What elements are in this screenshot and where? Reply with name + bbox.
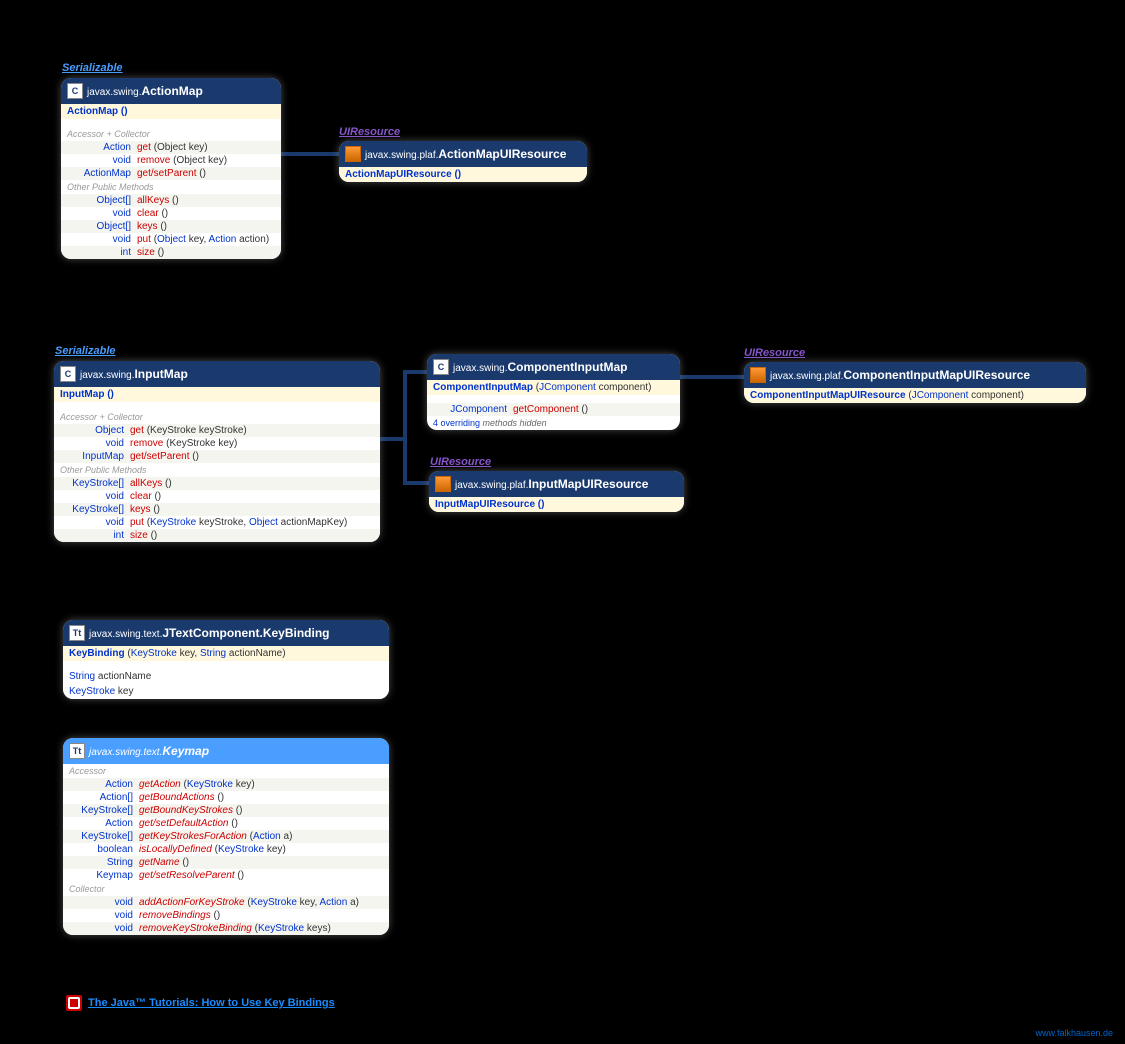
- class-inputmap-ui: javax.swing.plaf.InputMapUIResource Inpu…: [429, 471, 684, 512]
- pkg: javax.swing.plaf.: [770, 371, 843, 382]
- method: Objectget (KeyStroke keyStroke): [54, 424, 380, 437]
- class-name: ActionMap: [141, 84, 202, 98]
- method: voidremove (KeyStroke key): [54, 437, 380, 450]
- method: booleanisLocallyDefined (KeyStroke key): [63, 843, 389, 856]
- method: voidclear (): [54, 490, 380, 503]
- method: KeyStroke[]getBoundKeyStrokes (): [63, 804, 389, 817]
- method: ActionMapget/setParent (): [61, 167, 281, 180]
- edge-compui: [680, 375, 744, 379]
- section: Collector: [63, 882, 389, 896]
- header: C javax.swing.ActionMap: [61, 78, 281, 104]
- footer-credit: www.falkhausen.de: [1035, 1028, 1113, 1038]
- method: voidput (Object key, Action action): [61, 233, 281, 246]
- section: Accessor: [63, 764, 389, 778]
- serializable-label-1: Serializable: [62, 62, 123, 74]
- class-icon: C: [60, 366, 76, 382]
- pkg: javax.swing.text.: [89, 629, 162, 640]
- class-icon: C: [433, 359, 449, 375]
- field: String actionName: [63, 669, 389, 684]
- header: javax.swing.plaf.ActionMapUIResource: [339, 141, 587, 167]
- oracle-icon: [66, 995, 82, 1011]
- class-name: InputMapUIResource: [528, 477, 648, 491]
- method: Action[]getBoundActions (): [63, 791, 389, 804]
- method: Actionget (Object key): [61, 141, 281, 154]
- header: Tt javax.swing.text.JTextComponent.KeyBi…: [63, 620, 389, 646]
- class-keymap: Tt javax.swing.text.Keymap Accessor Acti…: [63, 738, 389, 935]
- pkg: javax.swing.text.: [89, 747, 162, 758]
- method: voidclear (): [61, 207, 281, 220]
- uiresource-label-1: UIResource: [339, 126, 400, 138]
- method: ActiongetAction (KeyStroke key): [63, 778, 389, 791]
- edge-comp-h: [407, 370, 427, 374]
- constructor: InputMap (): [54, 387, 380, 402]
- tutorial-link[interactable]: The Java™ Tutorials: How to Use Key Bind…: [66, 995, 335, 1011]
- class-actionmap-ui: javax.swing.plaf.ActionMapUIResource Act…: [339, 141, 587, 182]
- class-name: JTextComponent.KeyBinding: [162, 626, 329, 640]
- edge-inputmap-v: [403, 370, 407, 485]
- method: voidaddActionForKeyStroke (KeyStroke key…: [63, 896, 389, 909]
- constructor: ComponentInputMapUIResource (JComponent …: [744, 388, 1086, 403]
- method: KeyStroke[]keys (): [54, 503, 380, 516]
- class-icon: [750, 367, 766, 383]
- section: Other Public Methods: [54, 463, 380, 477]
- header: C javax.swing.ComponentInputMap: [427, 354, 680, 380]
- pkg: javax.swing.plaf.: [455, 480, 528, 491]
- constructor: ComponentInputMap (JComponent component): [427, 380, 680, 395]
- method: Actionget/setDefaultAction (): [63, 817, 389, 830]
- class-icon: Tt: [69, 625, 85, 641]
- class-name: ComponentInputMap: [507, 360, 627, 374]
- class-actionmap: C javax.swing.ActionMap ActionMap () Acc…: [61, 78, 281, 259]
- serializable-label-2: Serializable: [55, 345, 116, 357]
- class-icon: [435, 476, 451, 492]
- constructor: ActionMap (): [61, 104, 281, 119]
- edge-inputmap-h: [380, 437, 405, 441]
- class-icon: Tt: [69, 743, 85, 759]
- class-name: InputMap: [134, 367, 187, 381]
- edge-actionmap: [281, 152, 339, 156]
- method: KeyStroke[]getKeyStrokesForAction (Actio…: [63, 830, 389, 843]
- method: Keymapget/setResolveParent (): [63, 869, 389, 882]
- class-name: Keymap: [162, 744, 209, 758]
- class-compinputmap-ui: javax.swing.plaf.ComponentInputMapUIReso…: [744, 362, 1086, 403]
- class-name: ActionMapUIResource: [438, 147, 566, 161]
- class-inputmap: C javax.swing.InputMap InputMap () Acces…: [54, 361, 380, 542]
- class-compinputmap: C javax.swing.ComponentInputMap Componen…: [427, 354, 680, 430]
- uiresource-label-2: UIResource: [744, 347, 805, 359]
- method: voidremove (Object key): [61, 154, 281, 167]
- pkg: javax.swing.: [453, 363, 507, 374]
- pkg: javax.swing.: [80, 370, 134, 381]
- pkg: javax.swing.: [87, 87, 141, 98]
- method: KeyStroke[]allKeys (): [54, 477, 380, 490]
- method: voidremoveKeyStrokeBinding (KeyStroke ke…: [63, 922, 389, 935]
- method: intsize (): [61, 246, 281, 259]
- uiresource-label-3: UIResource: [430, 456, 491, 468]
- section: Accessor + Collector: [54, 410, 380, 424]
- method: voidput (KeyStroke keyStroke, Object act…: [54, 516, 380, 529]
- hidden-note: 4 overriding methods hidden: [427, 416, 680, 430]
- header: javax.swing.plaf.ComponentInputMapUIReso…: [744, 362, 1086, 388]
- header: javax.swing.plaf.InputMapUIResource: [429, 471, 684, 497]
- method: Object[]keys (): [61, 220, 281, 233]
- method: JComponentgetComponent (): [427, 403, 680, 416]
- class-icon: C: [67, 83, 83, 99]
- header: Tt javax.swing.text.Keymap: [63, 738, 389, 764]
- field: KeyStroke key: [63, 684, 389, 699]
- constructor: KeyBinding (KeyStroke key, String action…: [63, 646, 389, 661]
- class-icon: [345, 146, 361, 162]
- header: C javax.swing.InputMap: [54, 361, 380, 387]
- constructor: InputMapUIResource (): [429, 497, 684, 512]
- method: InputMapget/setParent (): [54, 450, 380, 463]
- method: Object[]allKeys (): [61, 194, 281, 207]
- section: Other Public Methods: [61, 180, 281, 194]
- class-name: ComponentInputMapUIResource: [843, 368, 1030, 382]
- class-keybinding: Tt javax.swing.text.JTextComponent.KeyBi…: [63, 620, 389, 699]
- constructor: ActionMapUIResource (): [339, 167, 587, 182]
- pkg: javax.swing.plaf.: [365, 150, 438, 161]
- method: intsize (): [54, 529, 380, 542]
- section: Accessor + Collector: [61, 127, 281, 141]
- method: voidremoveBindings (): [63, 909, 389, 922]
- link-text: The Java™ Tutorials: How to Use Key Bind…: [88, 997, 335, 1009]
- method: StringgetName (): [63, 856, 389, 869]
- edge-inputui-h: [407, 481, 429, 485]
